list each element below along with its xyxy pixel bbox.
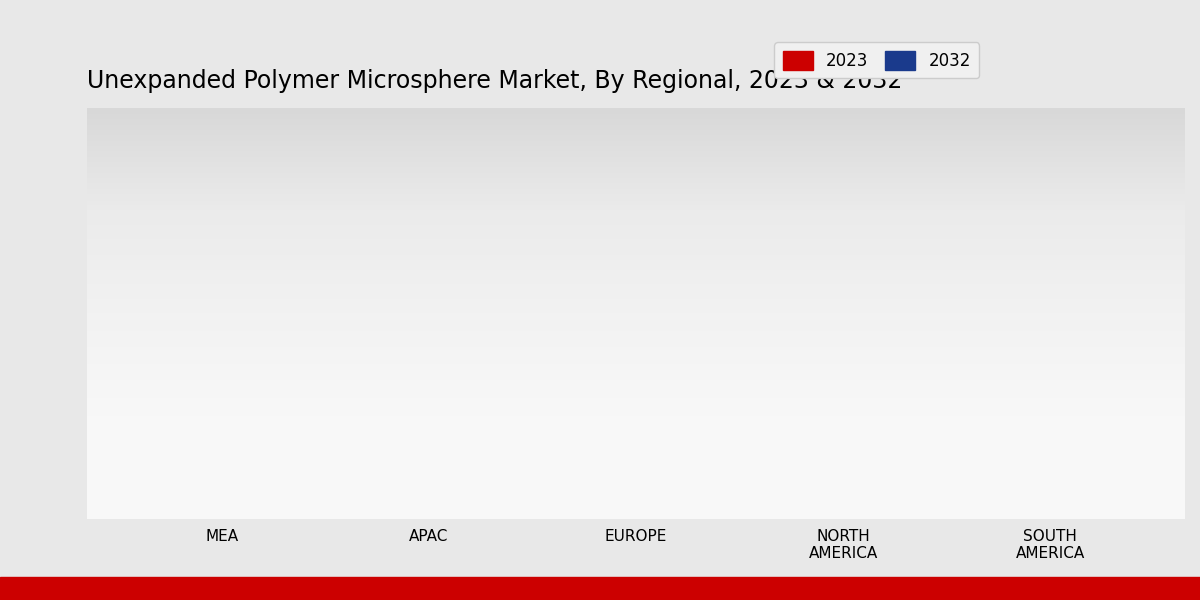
Bar — [844, 182, 905, 519]
Text: Unexpanded Polymer Microsphere Market, By Regional, 2023 & 2032: Unexpanded Polymer Microsphere Market, B… — [88, 70, 902, 94]
Bar — [574, 362, 636, 519]
Bar — [636, 257, 698, 519]
Text: 0.08: 0.08 — [154, 467, 191, 482]
Bar — [428, 325, 491, 519]
Legend: 2023, 2032: 2023, 2032 — [774, 42, 979, 78]
Bar — [160, 489, 222, 519]
Bar — [988, 463, 1050, 519]
Bar — [781, 313, 844, 519]
Bar — [367, 399, 428, 519]
Bar — [1050, 429, 1112, 519]
Bar — [222, 474, 284, 519]
